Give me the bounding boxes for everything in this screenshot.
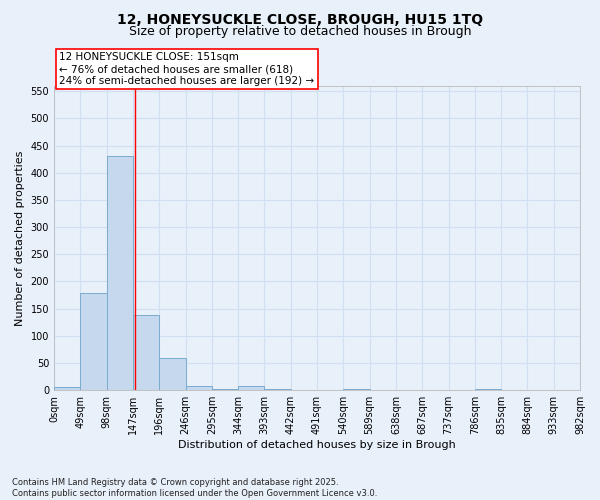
Y-axis label: Number of detached properties: Number of detached properties xyxy=(15,150,25,326)
Bar xyxy=(80,294,107,390)
Bar xyxy=(265,388,291,390)
Bar xyxy=(159,358,185,390)
Bar xyxy=(107,156,133,390)
Bar xyxy=(212,388,238,390)
Bar xyxy=(238,386,265,390)
Text: Size of property relative to detached houses in Brough: Size of property relative to detached ho… xyxy=(129,25,471,38)
Bar xyxy=(185,386,212,390)
Bar xyxy=(343,388,370,390)
Text: 12 HONEYSUCKLE CLOSE: 151sqm
← 76% of detached houses are smaller (618)
24% of s: 12 HONEYSUCKLE CLOSE: 151sqm ← 76% of de… xyxy=(59,52,314,86)
Bar xyxy=(54,388,80,390)
Text: 12, HONEYSUCKLE CLOSE, BROUGH, HU15 1TQ: 12, HONEYSUCKLE CLOSE, BROUGH, HU15 1TQ xyxy=(117,12,483,26)
X-axis label: Distribution of detached houses by size in Brough: Distribution of detached houses by size … xyxy=(178,440,456,450)
Bar xyxy=(475,388,501,390)
Bar xyxy=(133,315,159,390)
Text: Contains HM Land Registry data © Crown copyright and database right 2025.
Contai: Contains HM Land Registry data © Crown c… xyxy=(12,478,377,498)
